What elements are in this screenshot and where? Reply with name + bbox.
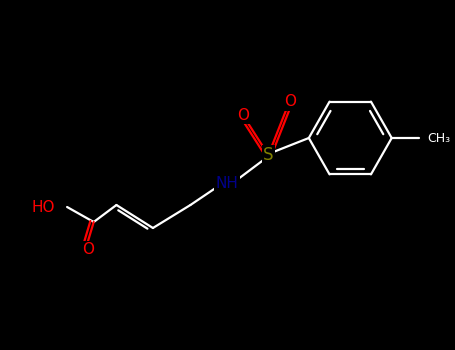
Text: S: S xyxy=(263,146,273,164)
Text: CH₃: CH₃ xyxy=(427,132,450,145)
Text: NH: NH xyxy=(216,175,238,190)
Text: HO: HO xyxy=(32,199,55,215)
Text: O: O xyxy=(237,107,249,122)
Text: O: O xyxy=(82,243,94,258)
Text: O: O xyxy=(284,94,296,110)
